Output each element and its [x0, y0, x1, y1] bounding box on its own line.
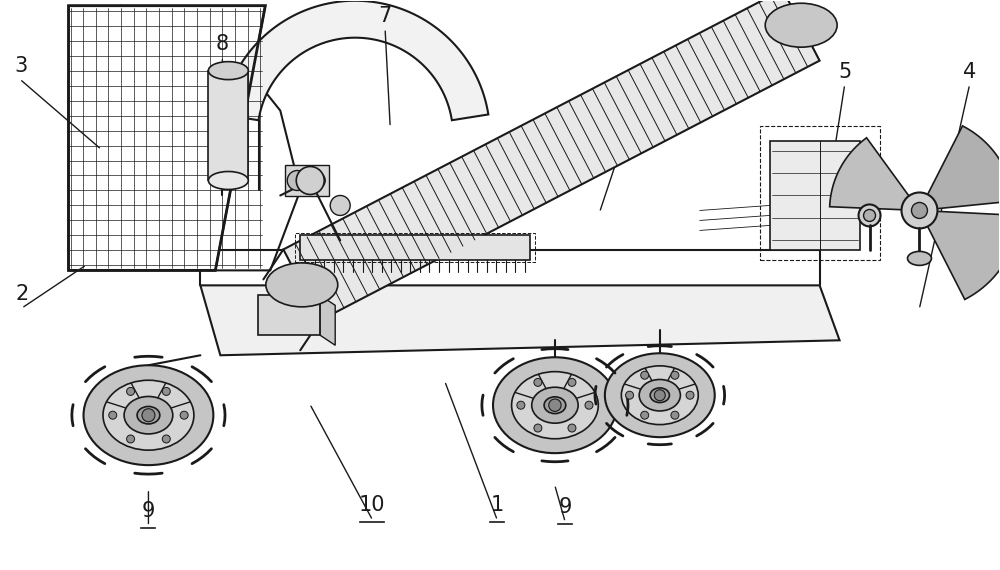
- Circle shape: [585, 401, 593, 409]
- Circle shape: [109, 411, 117, 419]
- Text: 7: 7: [379, 6, 392, 26]
- Polygon shape: [919, 126, 1000, 210]
- Circle shape: [534, 424, 542, 432]
- Text: 2: 2: [16, 283, 29, 304]
- Polygon shape: [770, 141, 860, 250]
- Polygon shape: [69, 6, 265, 270]
- Polygon shape: [222, 1, 488, 120]
- Ellipse shape: [544, 397, 566, 414]
- Circle shape: [911, 202, 927, 218]
- Ellipse shape: [208, 62, 248, 80]
- Text: 4: 4: [963, 62, 976, 82]
- Circle shape: [626, 391, 634, 399]
- Text: 5: 5: [838, 62, 851, 82]
- Ellipse shape: [137, 406, 160, 424]
- Circle shape: [287, 170, 307, 190]
- Polygon shape: [320, 295, 335, 345]
- Text: 6: 6: [633, 67, 647, 87]
- Circle shape: [686, 391, 694, 399]
- Circle shape: [180, 411, 188, 419]
- Circle shape: [901, 193, 937, 229]
- Circle shape: [330, 196, 350, 215]
- Text: 10: 10: [359, 495, 385, 515]
- Ellipse shape: [765, 3, 837, 47]
- Text: 9: 9: [142, 501, 155, 521]
- Ellipse shape: [621, 366, 698, 425]
- Polygon shape: [200, 286, 840, 355]
- Ellipse shape: [512, 372, 598, 439]
- Circle shape: [127, 435, 135, 443]
- Ellipse shape: [864, 209, 876, 221]
- Circle shape: [296, 166, 324, 194]
- Ellipse shape: [605, 353, 715, 437]
- Ellipse shape: [124, 397, 173, 434]
- Circle shape: [534, 378, 542, 386]
- Ellipse shape: [208, 172, 248, 189]
- Text: 3: 3: [14, 56, 27, 76]
- Ellipse shape: [650, 388, 669, 402]
- Polygon shape: [300, 235, 530, 260]
- Ellipse shape: [103, 380, 194, 450]
- Circle shape: [568, 424, 576, 432]
- Circle shape: [162, 435, 170, 443]
- Ellipse shape: [859, 205, 881, 226]
- Polygon shape: [283, 0, 820, 320]
- Ellipse shape: [84, 365, 213, 465]
- Polygon shape: [919, 210, 1000, 299]
- Text: 8: 8: [216, 34, 229, 54]
- Polygon shape: [285, 165, 329, 197]
- Ellipse shape: [493, 357, 617, 453]
- Ellipse shape: [532, 387, 578, 423]
- Circle shape: [549, 399, 561, 412]
- Circle shape: [641, 371, 649, 379]
- Text: 1: 1: [490, 495, 504, 515]
- Circle shape: [654, 390, 665, 401]
- Circle shape: [671, 371, 679, 379]
- Circle shape: [568, 378, 576, 386]
- Polygon shape: [69, 6, 300, 270]
- Circle shape: [641, 411, 649, 419]
- Circle shape: [671, 411, 679, 419]
- Circle shape: [162, 388, 170, 396]
- Ellipse shape: [266, 263, 338, 307]
- Circle shape: [142, 409, 155, 422]
- Polygon shape: [208, 71, 248, 181]
- Circle shape: [127, 388, 135, 396]
- Polygon shape: [258, 295, 320, 335]
- Text: 9: 9: [558, 497, 572, 517]
- Ellipse shape: [907, 251, 931, 266]
- Circle shape: [309, 173, 325, 189]
- Polygon shape: [830, 138, 919, 210]
- Ellipse shape: [639, 380, 680, 411]
- Circle shape: [517, 401, 525, 409]
